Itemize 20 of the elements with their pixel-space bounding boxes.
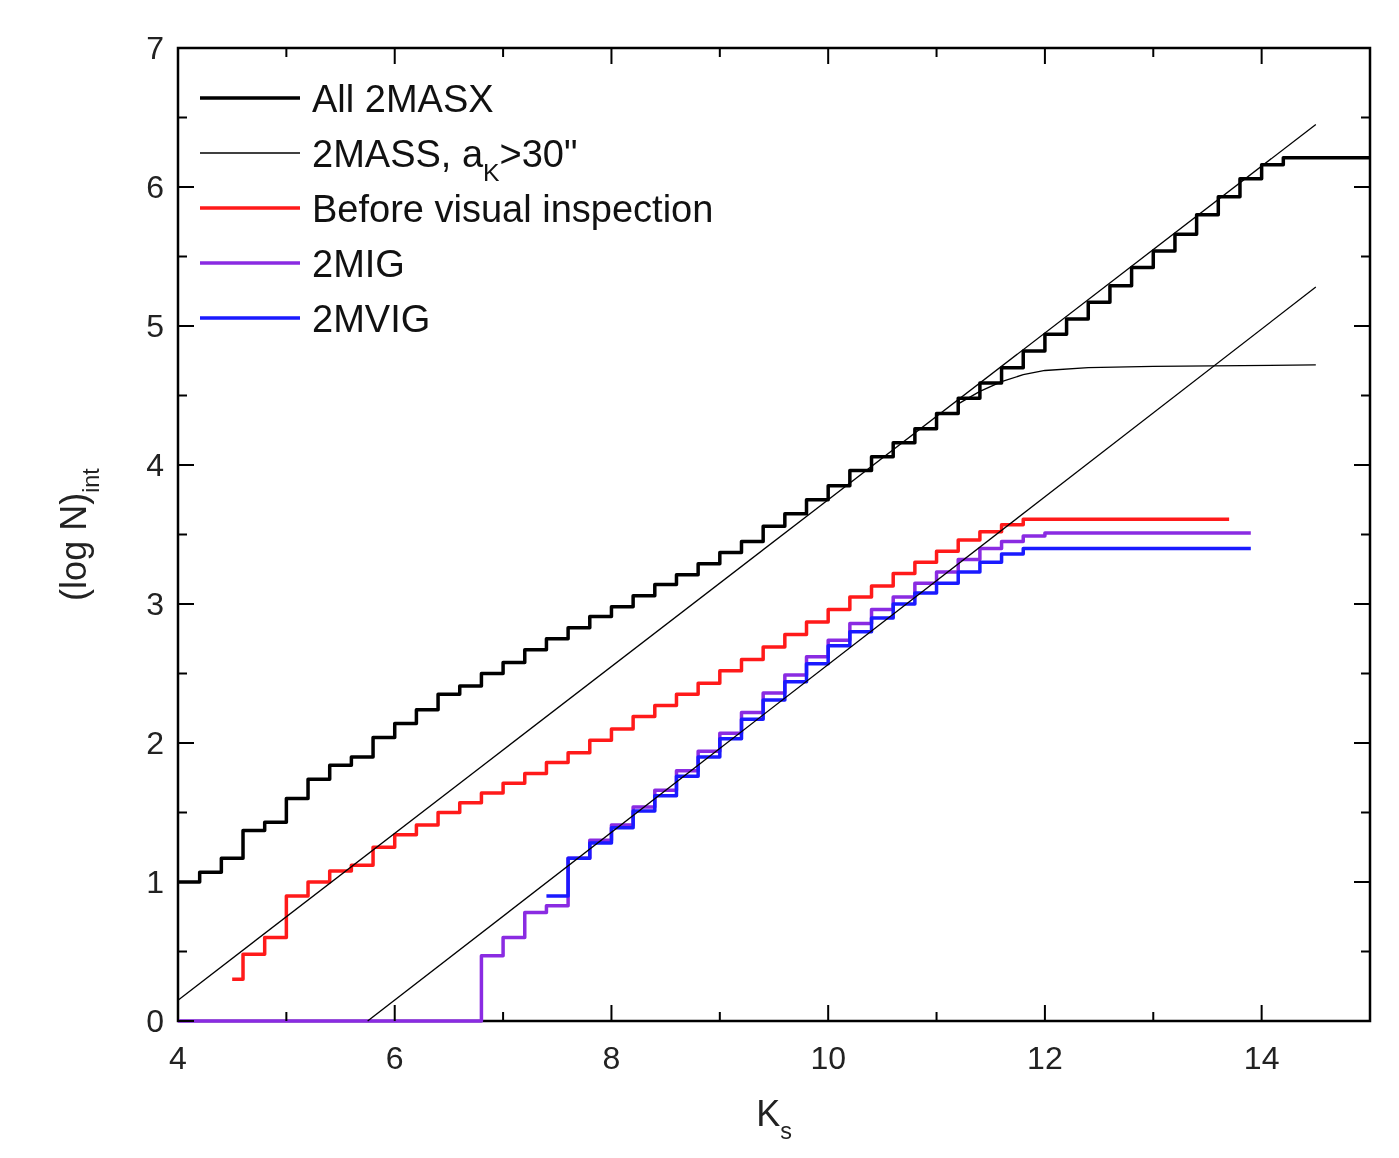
y-tick-label: 2 (146, 725, 164, 761)
y-tick-label: 3 (146, 586, 164, 622)
x-tick-label: 8 (602, 1040, 621, 1076)
x-tick-label: 6 (385, 1040, 404, 1076)
legend-label: 2MASS, a$_{K}$>30" (312, 133, 578, 186)
y-tick-label: 4 (146, 447, 164, 483)
x-tick-label: 10 (810, 1040, 846, 1076)
x-tick-label: 4 (169, 1040, 187, 1076)
legend-label: 2MVIG (312, 298, 431, 340)
x-axis-title: K$_{s}$ (756, 1093, 792, 1144)
y-tick-label: 5 (146, 308, 164, 344)
x-tick-label: 12 (1027, 1040, 1063, 1076)
y-tick-label: 0 (146, 1003, 164, 1039)
y-tick-label: 1 (146, 864, 164, 900)
x-tick-label: 14 (1243, 1040, 1280, 1076)
y-tick-label: 6 (146, 169, 164, 205)
legend-label: 2MIG (312, 243, 405, 285)
y-tick-label: 7 (146, 30, 164, 66)
legend-label: Before visual inspection (312, 188, 714, 230)
legend-label: All 2MASX (312, 78, 494, 120)
